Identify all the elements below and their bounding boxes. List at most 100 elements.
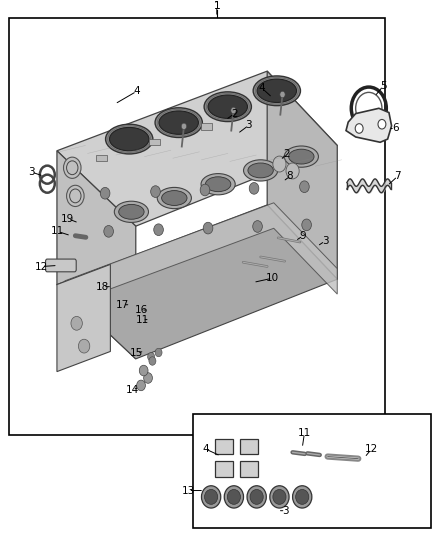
Ellipse shape [253, 76, 300, 106]
Text: 4: 4 [133, 86, 140, 96]
Text: 4: 4 [202, 444, 209, 454]
Text: 18: 18 [96, 281, 110, 292]
Circle shape [137, 380, 145, 391]
Text: 6: 6 [392, 124, 399, 133]
Ellipse shape [205, 489, 218, 504]
Text: 11: 11 [136, 314, 149, 325]
Text: 9: 9 [300, 231, 307, 241]
Text: 5: 5 [380, 81, 387, 91]
Text: 10: 10 [266, 273, 279, 283]
Ellipse shape [119, 204, 144, 219]
Text: 3: 3 [28, 167, 35, 177]
Circle shape [139, 365, 148, 376]
Ellipse shape [248, 163, 273, 178]
Circle shape [273, 156, 286, 172]
FancyBboxPatch shape [240, 439, 258, 455]
Circle shape [78, 339, 90, 353]
Ellipse shape [284, 146, 318, 167]
Bar [149, 139, 160, 146]
Polygon shape [267, 71, 337, 279]
Bar [201, 123, 212, 130]
Text: 3: 3 [245, 120, 252, 130]
Bar [193, 414, 431, 528]
Circle shape [154, 224, 163, 236]
Circle shape [71, 317, 82, 330]
Ellipse shape [257, 79, 297, 102]
Circle shape [280, 91, 285, 98]
Circle shape [181, 123, 187, 130]
Ellipse shape [244, 160, 278, 181]
Polygon shape [57, 151, 136, 359]
Circle shape [144, 373, 152, 383]
Text: 8: 8 [286, 171, 293, 181]
FancyBboxPatch shape [46, 259, 76, 272]
Circle shape [253, 221, 262, 232]
Text: 4: 4 [258, 83, 265, 93]
Ellipse shape [250, 489, 263, 504]
Circle shape [300, 181, 309, 192]
Ellipse shape [155, 108, 202, 138]
Circle shape [302, 219, 311, 231]
Ellipse shape [247, 486, 266, 508]
Circle shape [104, 225, 113, 237]
Circle shape [148, 352, 155, 361]
Polygon shape [57, 71, 337, 226]
Circle shape [249, 182, 259, 194]
Ellipse shape [289, 149, 314, 164]
Text: 16: 16 [134, 305, 148, 315]
Ellipse shape [293, 486, 312, 508]
Text: 11: 11 [298, 428, 311, 438]
Polygon shape [65, 203, 337, 306]
Ellipse shape [273, 489, 286, 504]
Text: 1: 1 [213, 1, 220, 11]
Circle shape [200, 184, 210, 196]
Circle shape [378, 119, 386, 129]
Circle shape [286, 163, 299, 179]
Polygon shape [346, 108, 392, 142]
Bar [96, 155, 107, 161]
Text: 12: 12 [35, 262, 48, 271]
Ellipse shape [162, 191, 187, 205]
FancyBboxPatch shape [240, 462, 258, 477]
Circle shape [149, 357, 156, 365]
Ellipse shape [159, 111, 198, 134]
Circle shape [67, 185, 84, 206]
Ellipse shape [201, 174, 235, 195]
Ellipse shape [227, 489, 240, 504]
Ellipse shape [114, 201, 148, 222]
Circle shape [231, 107, 236, 114]
Ellipse shape [205, 177, 231, 192]
Circle shape [64, 157, 81, 179]
Circle shape [151, 186, 160, 197]
Text: 11: 11 [51, 227, 64, 237]
Circle shape [355, 124, 363, 133]
Text: 13: 13 [182, 486, 195, 496]
Text: 3: 3 [282, 506, 289, 516]
Text: 2: 2 [283, 149, 290, 159]
Text: 3: 3 [321, 236, 328, 246]
FancyBboxPatch shape [215, 462, 233, 477]
Circle shape [203, 222, 213, 234]
Text: 1: 1 [213, 1, 220, 11]
Text: 14: 14 [126, 385, 139, 394]
Text: 15: 15 [130, 348, 143, 358]
Circle shape [100, 188, 110, 199]
Circle shape [155, 348, 162, 357]
FancyBboxPatch shape [215, 439, 233, 455]
Ellipse shape [270, 486, 289, 508]
Ellipse shape [201, 486, 221, 508]
Ellipse shape [224, 486, 244, 508]
Text: 7: 7 [394, 171, 401, 181]
Ellipse shape [106, 124, 153, 154]
Polygon shape [57, 264, 110, 372]
Ellipse shape [157, 188, 191, 208]
Text: 17: 17 [116, 300, 129, 310]
Text: 2: 2 [231, 109, 238, 119]
Text: 19: 19 [61, 214, 74, 224]
Ellipse shape [296, 489, 309, 504]
Polygon shape [57, 205, 337, 359]
Ellipse shape [204, 92, 251, 122]
Ellipse shape [208, 95, 247, 118]
Text: 12: 12 [365, 444, 378, 454]
Bar [9, 18, 385, 435]
